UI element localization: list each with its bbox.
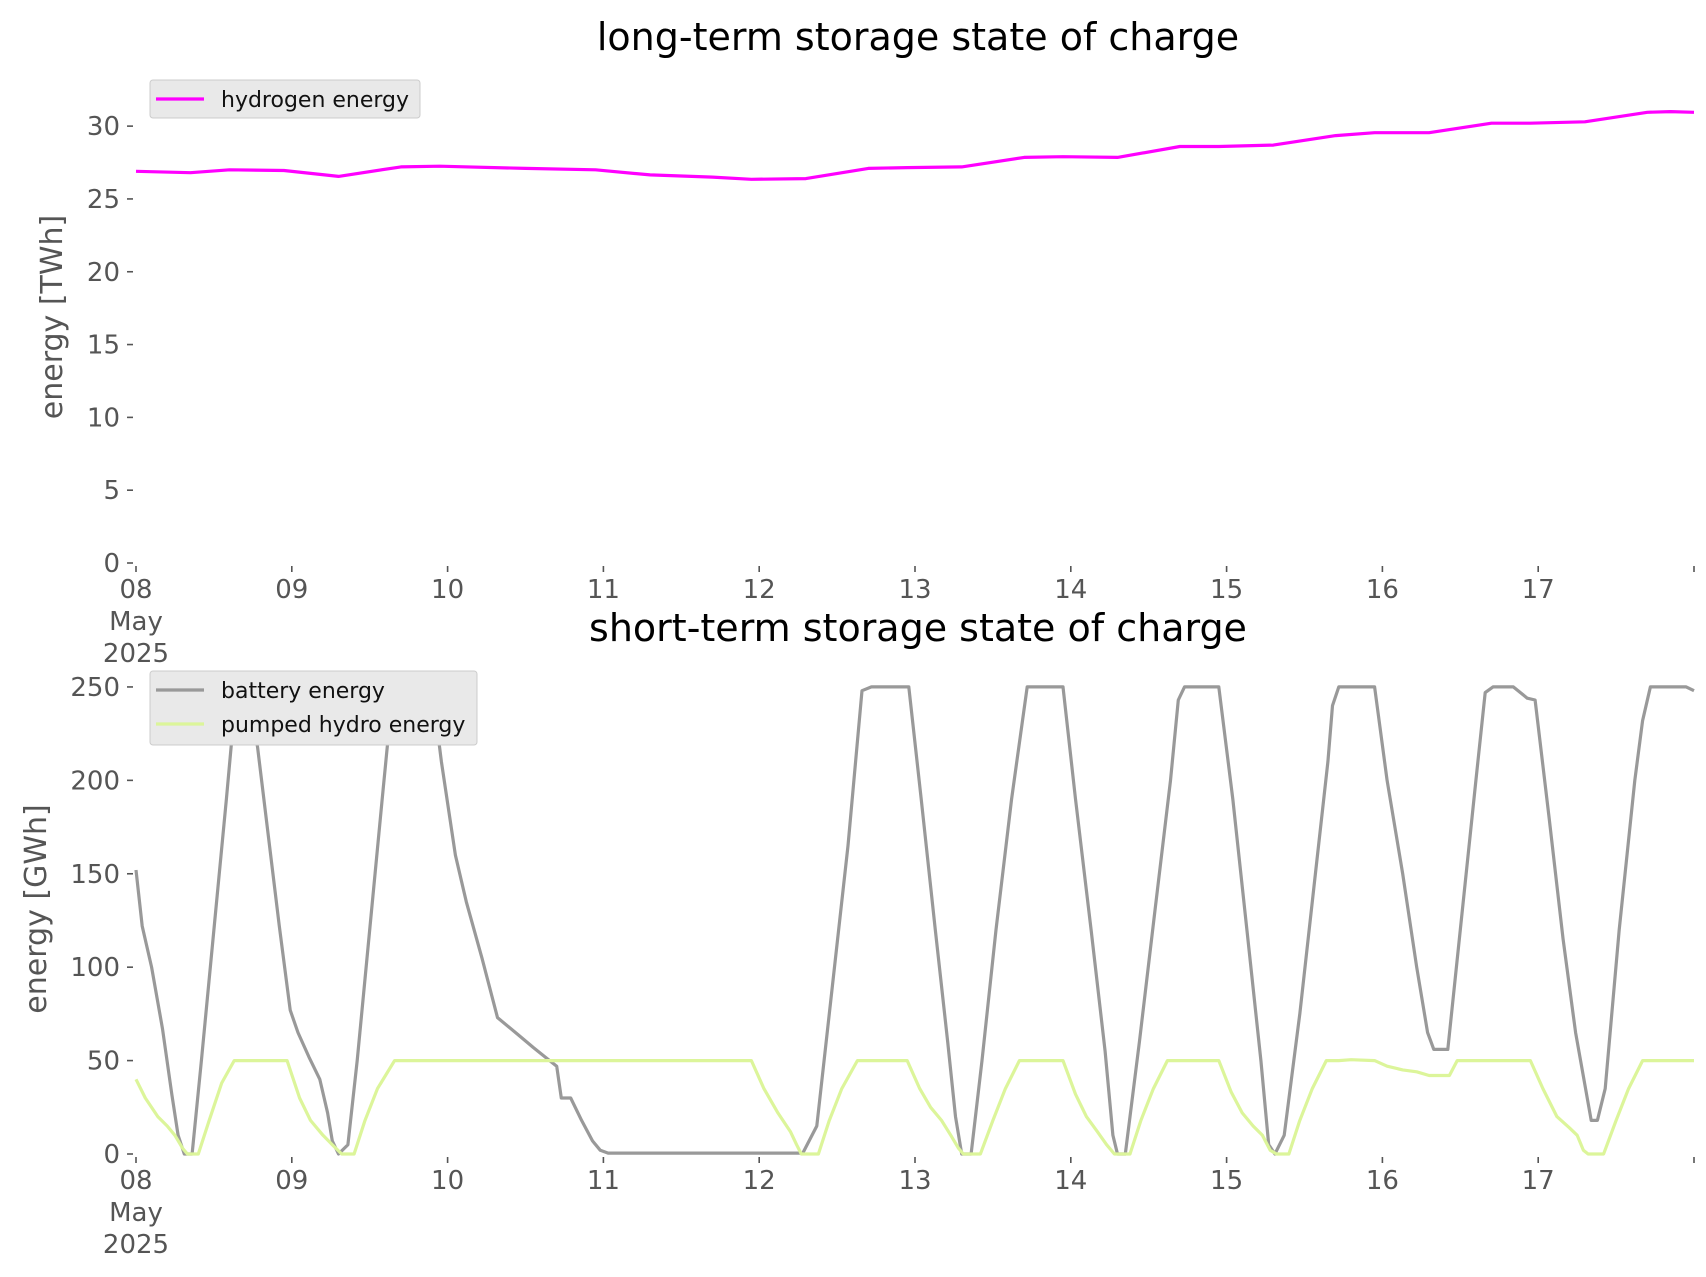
chart-title-short-term: short-term storage state of charge [589, 606, 1247, 650]
x-tick-label: 13 [898, 575, 931, 605]
x-tick-label: 17 [1522, 575, 1555, 605]
y-tick-label: 0 [103, 1140, 120, 1170]
x-tick-label: 15 [1210, 575, 1243, 605]
long-term-storage-panel: long-term storage state of charge energy… [35, 15, 1695, 669]
x-tick-label: 11 [587, 575, 620, 605]
y-tick-label: 30 [87, 112, 120, 142]
series-line-hydrogen-energy [135, 110, 1695, 181]
x-tick-label: 10 [431, 1166, 464, 1196]
x-tick-label: May [109, 607, 163, 637]
x-tick-label: 14 [1054, 1166, 1087, 1196]
x-tick-label: 17 [1522, 1166, 1555, 1196]
x-tick-label: 11 [587, 1166, 620, 1196]
y-ticks-long-term: 0 5 10 15 20 25 30 [87, 112, 133, 579]
x-tick-label: 16 [1366, 1166, 1399, 1196]
chart-title-long-term: long-term storage state of charge [597, 15, 1239, 59]
y-tick-label: 10 [87, 403, 120, 433]
legend-label-pumped-hydro-energy: pumped hydro energy [221, 713, 465, 738]
x-tick-label: 10 [431, 575, 464, 605]
legend-box [149, 670, 478, 746]
legend-box [149, 79, 421, 119]
x-tick-label: 12 [743, 575, 776, 605]
x-tick-label: 12 [743, 1166, 776, 1196]
series-lines-short-term [134, 685, 1695, 1156]
y-tick-label: 100 [70, 953, 120, 983]
y-tick-label: 0 [103, 549, 120, 579]
y-axis-label-short-term: energy [GWh] [19, 804, 54, 1013]
x-tick-label: 2025 [103, 1230, 169, 1260]
y-tick-label: 200 [70, 766, 120, 796]
x-tick-label: 14 [1054, 575, 1087, 605]
x-tick-label: 15 [1210, 1166, 1243, 1196]
y-tick-label: 150 [70, 860, 120, 890]
y-tick-label: 15 [87, 331, 120, 361]
y-tick-label: 20 [87, 258, 120, 288]
x-tick-label: 16 [1366, 575, 1399, 605]
x-tick-label: May [109, 1198, 163, 1228]
series-line-battery-energy [134, 685, 1695, 1156]
y-tick-label: 50 [87, 1047, 120, 1077]
y-tick-label: 25 [87, 185, 120, 215]
legend-label-battery-energy: battery energy [221, 679, 385, 704]
x-tick-label: 2025 [103, 639, 169, 669]
x-tick-label: 08 [119, 575, 152, 605]
y-axis-label-long-term: energy [TWh] [35, 215, 70, 419]
short-term-storage-panel: short-term storage state of charge energ… [19, 606, 1695, 1260]
x-tick-label: 09 [275, 1166, 308, 1196]
y-ticks-short-term: 0 50 100 150 200 250 [70, 673, 133, 1170]
series-line-pumped-hydro-energy [134, 1058, 1694, 1156]
legend-label-hydrogen-energy: hydrogen energy [221, 88, 409, 113]
legend-short-term[interactable]: battery energy pumped hydro energy [149, 670, 478, 746]
y-tick-label: 5 [103, 476, 120, 506]
x-tick-label: 13 [898, 1166, 931, 1196]
y-tick-label: 250 [70, 673, 120, 703]
x-tick-label: 09 [275, 575, 308, 605]
legend-long-term[interactable]: hydrogen energy [149, 79, 421, 119]
series-lines-long-term [135, 110, 1695, 181]
x-tick-label: 08 [119, 1166, 152, 1196]
